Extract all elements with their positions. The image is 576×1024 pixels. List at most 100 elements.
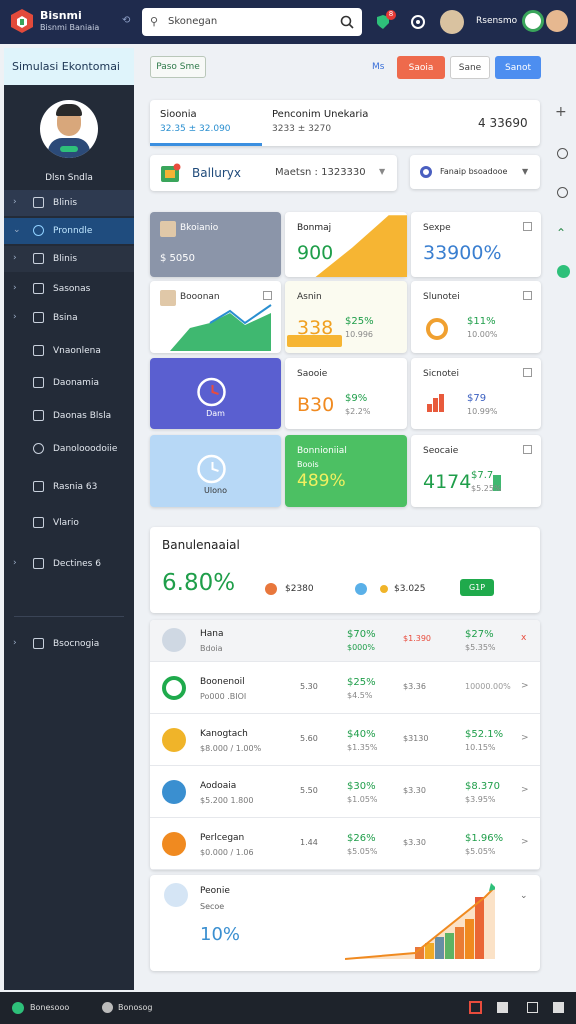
overview-card: Banulenaaial 6.80% $2380 $3.025 G1P bbox=[150, 527, 540, 613]
card-menu-icon[interactable] bbox=[523, 368, 532, 377]
secondary-avatar[interactable] bbox=[546, 10, 568, 32]
card-detail: $11% bbox=[467, 316, 496, 327]
action-button[interactable]: Saoia bbox=[397, 56, 445, 79]
rail-icon[interactable] bbox=[557, 265, 570, 278]
rail-icon[interactable] bbox=[557, 148, 568, 159]
menu-label: Bsocnogia bbox=[53, 639, 100, 649]
trend-chart bbox=[345, 883, 495, 960]
footer-icon[interactable] bbox=[469, 1001, 482, 1014]
row-action[interactable]: x bbox=[521, 633, 527, 643]
menu-label: Vnaonlena bbox=[53, 346, 101, 356]
row-name: Perlcegan bbox=[200, 833, 245, 843]
menu-item[interactable]: Rasnia 63 bbox=[4, 474, 134, 500]
dropdown-arrow: ▼ bbox=[522, 167, 529, 176]
expand-icon[interactable]: ⌄ bbox=[520, 891, 528, 901]
action-button[interactable]: Sanot bbox=[495, 56, 541, 79]
row-action[interactable]: > bbox=[521, 785, 529, 795]
row-pct: $25% bbox=[347, 677, 376, 688]
row-pct-sub: $000% bbox=[347, 643, 375, 652]
menu-item[interactable]: › Blinis bbox=[4, 246, 134, 272]
card-menu-icon[interactable] bbox=[523, 445, 532, 454]
menu-item[interactable]: › Sasonas bbox=[4, 276, 134, 302]
row-action[interactable]: > bbox=[521, 733, 529, 743]
stat-card: Sexpe 33900% bbox=[411, 212, 541, 277]
menu-arrow: › bbox=[13, 638, 17, 648]
stat-card: Seocaie 4174 $7.7 $5.25% bbox=[411, 435, 541, 507]
table-row: Kanogtach $8.000 / 1.00% 5.60 $40% $1.35% $31… bbox=[150, 714, 540, 766]
legend-label: $3.025 bbox=[394, 584, 426, 594]
rail-icon[interactable] bbox=[557, 187, 568, 198]
menu-icon bbox=[33, 225, 44, 236]
card-title: Seocaie bbox=[423, 446, 459, 456]
card-title: Slunotei bbox=[423, 292, 460, 302]
card-value: 4174 bbox=[423, 471, 472, 493]
toolbar-link[interactable]: Ms bbox=[372, 62, 385, 72]
rail-icon[interactable]: ⌃ bbox=[556, 226, 567, 240]
menu-item[interactable]: ⌄ Pronndle bbox=[4, 218, 134, 244]
menu-item[interactable]: › Blinis bbox=[4, 190, 134, 216]
card-title: Sexpe bbox=[423, 223, 451, 233]
footer-icon[interactable] bbox=[527, 1002, 538, 1013]
card-title: Asnin bbox=[297, 292, 322, 302]
menu-item[interactable]: Vlario bbox=[4, 510, 134, 536]
row-price: $3.36 bbox=[403, 682, 426, 691]
menu-item[interactable]: Vnaonlena bbox=[4, 338, 134, 364]
select-box[interactable]: Fanaip bsoadooe ▼ bbox=[410, 155, 540, 189]
sidebar-header: Simulasi Ekontomai bbox=[4, 48, 134, 85]
row-pct: $40% bbox=[347, 729, 376, 740]
user-avatar[interactable] bbox=[440, 10, 464, 34]
menu-label: Daonamia bbox=[53, 378, 99, 388]
card-avatar bbox=[160, 290, 176, 306]
card-caption: Ulono bbox=[204, 486, 227, 495]
trend-title: Peonie bbox=[200, 886, 230, 896]
row-change: $27% bbox=[465, 629, 494, 640]
select-icon bbox=[420, 166, 432, 178]
trend-subtitle: Secoe bbox=[200, 902, 225, 911]
trend-avatar bbox=[164, 883, 188, 907]
table-row: Aodoaia $5.200 1.800 5.50 $30% $1.05% $3.30 $8… bbox=[150, 766, 540, 818]
notification-icon[interactable] bbox=[375, 14, 391, 30]
menu-item[interactable]: › Dectines 6 bbox=[4, 551, 134, 577]
menu-arrow: › bbox=[13, 312, 17, 322]
card-menu-icon[interactable] bbox=[523, 291, 532, 300]
active-tab-indicator bbox=[150, 143, 262, 146]
menu-item[interactable]: Danolooodoiie bbox=[4, 436, 134, 462]
row-avatar bbox=[162, 728, 186, 752]
menu-label: Pronndle bbox=[53, 226, 93, 236]
footer-icon bbox=[102, 1002, 113, 1013]
row-action[interactable]: > bbox=[521, 837, 529, 847]
footer-icon[interactable] bbox=[553, 1002, 564, 1013]
stat-card: Bonnioniial Boois 489% bbox=[285, 435, 407, 507]
row-sub: $0.000 / 1.06 bbox=[200, 848, 254, 857]
card-value: 900 bbox=[297, 242, 334, 264]
filter-button[interactable]: Paso Sme bbox=[150, 56, 206, 78]
row-action[interactable]: > bbox=[521, 681, 529, 691]
rail-icon[interactable]: + bbox=[555, 104, 567, 120]
menu-arrow: › bbox=[13, 253, 17, 263]
legend-dot bbox=[265, 583, 277, 595]
select-box[interactable]: Balluryx Maetsn : 1323330 ▼ bbox=[150, 155, 397, 191]
menu-item[interactable]: › Bsocnogia bbox=[4, 631, 134, 657]
card-menu-icon[interactable] bbox=[263, 291, 272, 300]
card-detail: $5.25% bbox=[471, 484, 502, 493]
action-button[interactable]: Sane bbox=[450, 56, 490, 79]
row-avatar bbox=[162, 676, 186, 700]
settings-icon[interactable] bbox=[410, 14, 426, 30]
collapse-icon[interactable]: ⟲ bbox=[122, 15, 131, 26]
user-name: Rsensmo bbox=[476, 16, 518, 26]
card-title: Booonan bbox=[180, 292, 220, 302]
menu-item[interactable]: Daonamia bbox=[4, 370, 134, 396]
menu-item[interactable]: Daonas Blsla bbox=[4, 403, 134, 429]
card-menu-icon[interactable] bbox=[523, 222, 532, 231]
row-amount: 1.44 bbox=[300, 838, 318, 847]
status-avatar[interactable] bbox=[522, 10, 544, 32]
menu-item[interactable]: › Bsina bbox=[4, 305, 134, 331]
row-change: $1.96% bbox=[465, 833, 504, 844]
card-decoration bbox=[197, 454, 226, 484]
card-detail: $2.2% bbox=[345, 407, 371, 416]
card-subtitle: Boois bbox=[297, 460, 319, 469]
footer-icon[interactable] bbox=[497, 1002, 508, 1013]
row-change: $52.1% bbox=[465, 729, 504, 740]
search-box[interactable]: ⚲ Skonegan bbox=[142, 8, 362, 36]
overview-button[interactable]: G1P bbox=[460, 579, 494, 596]
